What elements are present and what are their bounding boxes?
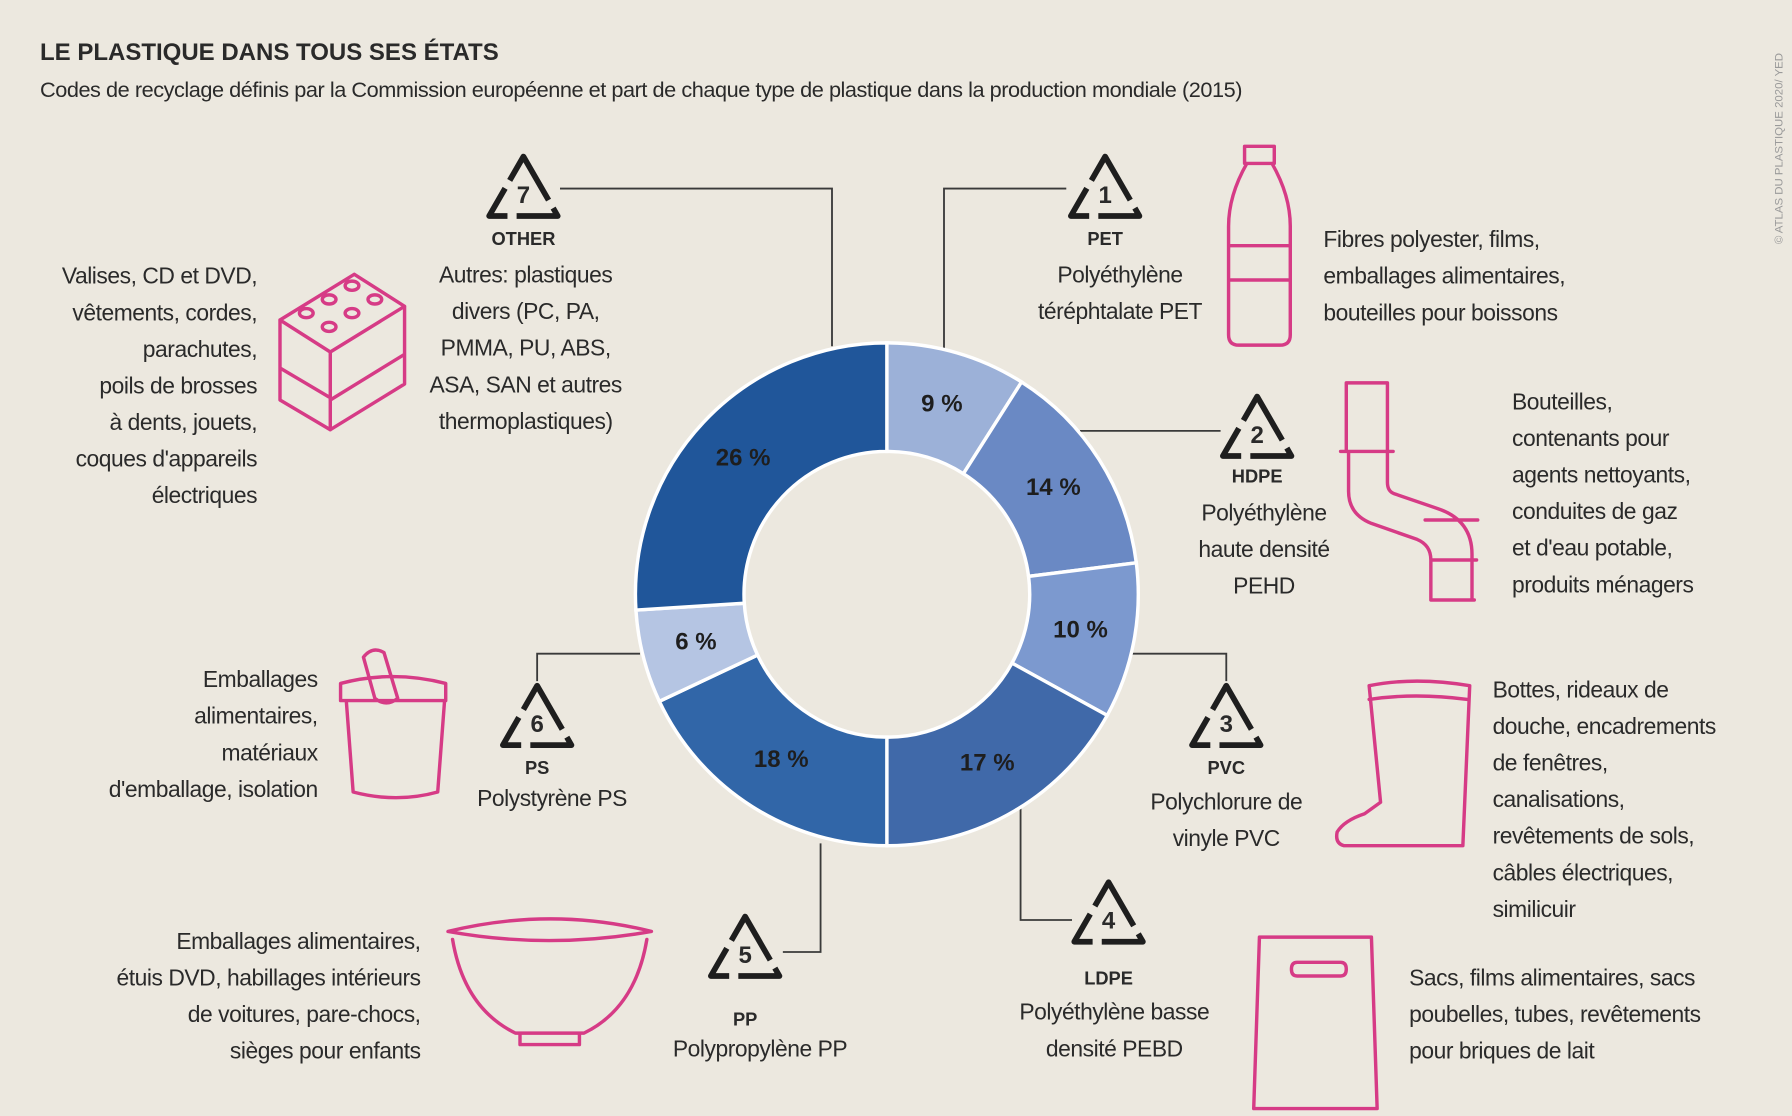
page: LE PLASTIQUE DANS TOUS SES ÉTATS Codes d…: [0, 0, 1792, 1116]
recycle-code: 6: [530, 711, 543, 738]
infographic: LE PLASTIQUE DANS TOUS SES ÉTATS Codes d…: [0, 0, 1792, 1116]
recycle-code: 2: [1250, 422, 1263, 449]
recycle-code: 1: [1098, 182, 1111, 209]
plastic-name: Polychlorure de: [1150, 788, 1302, 814]
plastic-uses: Bottes, rideaux de: [1493, 676, 1669, 702]
plastic-name: divers (PC, PA,: [452, 298, 600, 324]
plastic-uses: sièges pour enfants: [230, 1038, 421, 1064]
plastic-uses: électriques: [152, 482, 257, 508]
data-label: 9 %: [921, 390, 962, 417]
plastic-uses: matériaux: [222, 739, 319, 765]
plastic-uses: alimentaires,: [194, 703, 318, 729]
plastic-name: Polyéthylène: [1201, 499, 1326, 525]
plastic-uses: étuis DVD, habillages intérieurs: [116, 964, 420, 990]
plastic-uses: agents nettoyants,: [1512, 462, 1690, 488]
plastic-uses: Emballages: [203, 666, 318, 692]
plastic-uses: Valises, CD et DVD,: [62, 263, 257, 289]
plastic-name: PEHD: [1233, 572, 1295, 598]
plastic-uses: douche, encadrements: [1493, 713, 1716, 739]
plastic-uses: et d'eau potable,: [1512, 535, 1672, 561]
plastic-uses: emballages alimentaires,: [1323, 263, 1565, 289]
plastic-name: Polypropylène PP: [673, 1035, 847, 1061]
plastic-uses: de fenêtres,: [1493, 750, 1608, 776]
plastic-uses: produits ménagers: [1512, 571, 1693, 597]
recycle-code: 4: [1102, 908, 1116, 935]
plastic-name: vinyle PVC: [1173, 825, 1280, 851]
data-label: 26 %: [716, 445, 771, 472]
plastic-name: Polyéthylène: [1057, 262, 1182, 288]
recycle-code: 5: [738, 942, 751, 969]
plastic-name: PMMA, PU, ABS,: [441, 335, 611, 361]
data-label: 10 %: [1053, 617, 1108, 644]
plastic-uses: vêtements, cordes,: [72, 299, 257, 325]
plastic-name: densité PEBD: [1046, 1035, 1183, 1061]
plastic-uses: coques d'appareils: [76, 446, 258, 472]
plastic-uses: câbles électriques,: [1493, 859, 1674, 885]
plastic-uses: contenants pour: [1512, 425, 1670, 451]
plastic-uses: d'emballage, isolation: [109, 776, 318, 802]
plastic-abbreviation: PP: [733, 1008, 757, 1029]
recycle-code: 3: [1220, 711, 1233, 738]
plastic-uses: similicuir: [1493, 896, 1577, 922]
recycle-code: 7: [517, 182, 530, 209]
plastic-name: Polystyrène PS: [477, 785, 627, 811]
plastic-abbreviation: OTHER: [491, 228, 555, 249]
plastic-uses: bouteilles pour boissons: [1323, 299, 1557, 325]
plastic-uses: canalisations,: [1493, 786, 1625, 812]
chart-subtitle: Codes de recyclage définis par la Commis…: [40, 77, 1242, 102]
plastic-abbreviation: PS: [525, 757, 549, 778]
plastic-abbreviation: LDPE: [1084, 967, 1133, 988]
plastic-name: thermoplastiques): [439, 408, 613, 434]
plastic-uses: Fibres polyester, films,: [1323, 226, 1539, 252]
plastic-uses: revêtements de sols,: [1493, 823, 1695, 849]
plastic-uses: Emballages alimentaires,: [176, 928, 420, 954]
plastic-name: Polyéthylène basse: [1019, 999, 1209, 1025]
plastic-uses: Sacs, films alimentaires, sacs: [1409, 964, 1695, 990]
plastic-abbreviation: HDPE: [1232, 466, 1283, 487]
plastic-uses: à dents, jouets,: [110, 409, 258, 435]
plastic-uses: poils de brosses: [99, 372, 257, 398]
plastic-abbreviation: PVC: [1208, 757, 1246, 778]
plastic-name: Autres: plastiques: [439, 262, 612, 288]
data-label: 14 %: [1026, 474, 1081, 501]
data-label: 6 %: [675, 629, 716, 656]
data-label: 18 %: [754, 746, 809, 773]
data-label: 17 %: [960, 749, 1015, 776]
plastic-uses: poubelles, tubes, revêtements: [1409, 1001, 1701, 1027]
plastic-uses: de voitures, pare-chocs,: [188, 1001, 421, 1027]
plastic-name: haute densité: [1198, 536, 1329, 562]
plastic-uses: pour briques de lait: [1409, 1038, 1595, 1064]
credit: © ATLAS DU PLASTIQUE 2020/ YED: [1773, 53, 1785, 244]
plastic-name: ASA, SAN et autres: [430, 371, 622, 397]
plastic-uses: conduites de gaz: [1512, 498, 1677, 524]
plastic-uses: parachutes,: [143, 336, 257, 362]
chart-title: LE PLASTIQUE DANS TOUS SES ÉTATS: [40, 38, 499, 66]
plastic-uses: Bouteilles,: [1512, 388, 1612, 414]
plastic-abbreviation: PET: [1087, 228, 1123, 249]
plastic-name: téréphtalate PET: [1038, 298, 1203, 324]
